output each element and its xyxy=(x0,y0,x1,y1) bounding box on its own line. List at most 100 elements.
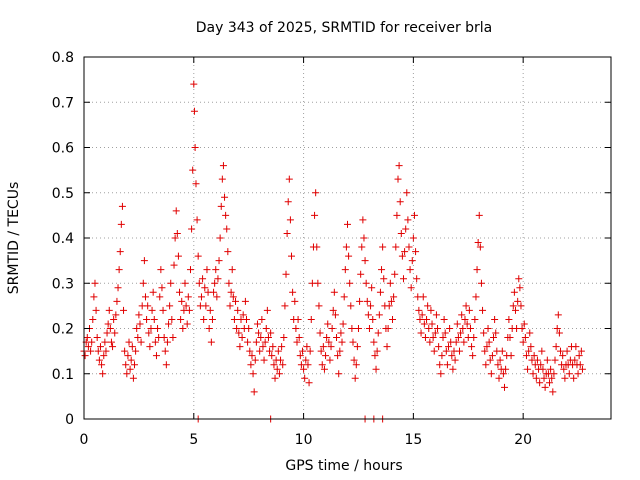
data-point xyxy=(193,216,201,224)
data-point xyxy=(334,352,342,360)
data-point xyxy=(89,315,97,323)
data-point xyxy=(286,216,294,224)
data-point xyxy=(149,288,157,296)
data-point xyxy=(457,329,465,337)
data-point xyxy=(184,293,192,301)
data-point xyxy=(426,338,434,346)
data-point xyxy=(248,352,256,360)
data-point xyxy=(527,343,535,351)
data-point xyxy=(238,334,246,342)
data-point xyxy=(210,288,218,296)
data-point xyxy=(480,329,488,337)
data-point xyxy=(205,325,213,332)
data-point xyxy=(335,370,343,378)
data-point xyxy=(384,325,392,332)
data-point xyxy=(116,248,124,256)
data-point xyxy=(454,334,462,342)
data-point xyxy=(429,334,437,342)
data-point xyxy=(223,225,231,233)
data-point xyxy=(539,365,547,373)
data-point xyxy=(342,243,350,251)
data-point xyxy=(420,320,428,328)
data-point xyxy=(485,338,493,346)
data-point xyxy=(357,270,365,278)
data-point xyxy=(367,302,375,310)
data-point xyxy=(317,347,325,355)
data-point xyxy=(282,270,290,278)
data-point xyxy=(337,329,345,337)
data-point xyxy=(354,325,362,332)
data-point xyxy=(455,347,463,355)
data-point xyxy=(147,325,155,332)
data-point xyxy=(122,361,130,369)
data-point xyxy=(368,284,376,292)
data-point xyxy=(554,311,562,319)
data-point xyxy=(406,266,414,274)
data-point xyxy=(136,320,144,328)
data-point xyxy=(120,306,128,314)
data-point xyxy=(391,270,399,278)
data-point xyxy=(107,338,115,346)
data-point xyxy=(159,306,167,314)
data-point xyxy=(345,252,353,260)
y-tick-label: 0.6 xyxy=(52,141,74,157)
data-point xyxy=(507,352,515,360)
data-point xyxy=(280,334,288,342)
data-point xyxy=(428,320,436,328)
data-point xyxy=(575,352,583,360)
x-tick-label: 5 xyxy=(189,432,198,448)
data-point xyxy=(559,352,567,360)
data-point xyxy=(395,162,403,170)
data-point xyxy=(301,374,309,382)
data-point xyxy=(515,275,523,283)
data-point xyxy=(156,293,164,301)
data-point xyxy=(242,315,250,323)
data-point xyxy=(145,329,153,337)
y-tick-label: 0.5 xyxy=(52,186,74,202)
data-point xyxy=(425,325,433,332)
data-point xyxy=(449,365,457,373)
data-point xyxy=(273,365,281,373)
data-point xyxy=(413,275,421,283)
data-point xyxy=(453,320,461,328)
data-point xyxy=(102,347,110,355)
data-point xyxy=(327,343,335,351)
data-point xyxy=(471,315,479,323)
data-point xyxy=(338,338,346,346)
data-point xyxy=(348,325,356,332)
data-point xyxy=(269,343,277,351)
data-point xyxy=(201,284,209,292)
data-point xyxy=(403,189,411,197)
data-point xyxy=(551,356,559,364)
data-point xyxy=(81,352,89,360)
data-point xyxy=(430,347,438,355)
data-point xyxy=(306,347,314,355)
data-point xyxy=(536,379,544,387)
data-point xyxy=(469,352,477,360)
data-point xyxy=(372,365,380,373)
data-point xyxy=(397,229,405,237)
data-point xyxy=(502,365,510,373)
data-point xyxy=(396,198,404,206)
data-point xyxy=(511,306,519,314)
data-point xyxy=(470,334,478,342)
data-point xyxy=(412,248,420,256)
data-point xyxy=(91,279,99,287)
data-point xyxy=(83,334,91,342)
data-point xyxy=(350,356,358,364)
data-point xyxy=(307,315,315,323)
data-point xyxy=(421,334,429,342)
data-point xyxy=(393,211,401,219)
data-point xyxy=(174,252,182,260)
data-point xyxy=(270,361,278,369)
data-point xyxy=(137,338,145,346)
data-point xyxy=(402,225,410,233)
data-point xyxy=(160,334,168,342)
data-point xyxy=(514,297,522,305)
data-point xyxy=(537,361,545,369)
data-point xyxy=(318,361,326,369)
data-point xyxy=(154,325,162,332)
data-point xyxy=(228,266,236,274)
data-point xyxy=(452,338,460,346)
data-point xyxy=(214,275,222,283)
